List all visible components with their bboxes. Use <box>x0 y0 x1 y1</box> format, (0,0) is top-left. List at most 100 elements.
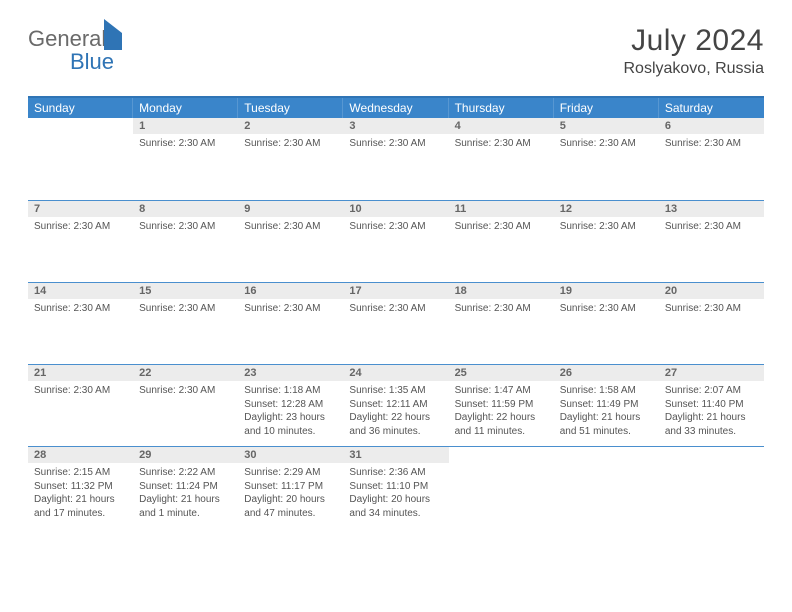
calendar-cell: 9 Sunrise: 2:30 AM <box>238 201 343 282</box>
cell-body: Sunrise: 2:30 AM <box>449 217 554 240</box>
cell-body: Sunrise: 1:35 AMSunset: 12:11 AMDaylight… <box>343 381 448 444</box>
date-number: 2 <box>238 118 343 134</box>
calendar-cell: 4Sunrise: 2:30 AM <box>449 118 554 200</box>
date-number: 10 <box>343 201 448 217</box>
cell-line: Sunset: 11:32 PM <box>34 480 127 494</box>
cell-line: Sunrise: 2:30 AM <box>244 220 337 234</box>
cell-body: Sunrise: 1:18 AMSunset: 12:28 AMDaylight… <box>238 381 343 444</box>
cell-body: Sunrise: 2:30 AM <box>133 134 238 157</box>
calendar-cell: 3Sunrise: 2:30 AM <box>343 118 448 200</box>
date-number: 4 <box>449 118 554 134</box>
calendar-cell: 13 Sunrise: 2:30 AM <box>659 201 764 282</box>
calendar-cell: 28Sunrise: 2:15 AMSunset: 11:32 PMDaylig… <box>28 447 133 528</box>
date-number: 5 <box>554 118 659 134</box>
calendar-cell: 17 Sunrise: 2:30 AM <box>343 283 448 364</box>
date-number: 14 <box>28 283 133 299</box>
month-title: July 2024 <box>624 24 765 58</box>
cell-body: Sunrise: 2:29 AMSunset: 11:17 PMDaylight… <box>238 463 343 526</box>
title-block: July 2024 Roslyakovo, Russia <box>624 24 765 78</box>
cell-body: Sunrise: 2:30 AM <box>238 299 343 322</box>
cell-line: Daylight: 23 hours and 10 minutes. <box>244 411 337 438</box>
cell-body: Sunrise: 2:36 AMSunset: 11:10 PMDaylight… <box>343 463 448 526</box>
calendar-cell: 29 Sunrise: 2:22 AMSunset: 11:24 PMDaylig… <box>133 447 238 528</box>
calendar-cell: 10Sunrise: 2:30 AM <box>343 201 448 282</box>
date-number: 31 <box>343 447 448 463</box>
date-number: 28 <box>28 447 133 463</box>
cell-body: Sunrise: 2:30 AM <box>343 299 448 322</box>
cell-body: Sunrise: 2:30 AM <box>343 134 448 157</box>
cell-body: Sunrise: 2:30 AM <box>133 381 238 404</box>
calendar-cell: 24Sunrise: 1:35 AMSunset: 12:11 AMDaylig… <box>343 365 448 446</box>
day-header-friday: Friday <box>554 98 659 118</box>
date-number: 13 <box>659 201 764 217</box>
day-header-sunday: Sunday <box>28 98 133 118</box>
cell-body: Sunrise: 1:58 AMSunset: 11:49 PMDaylight… <box>554 381 659 444</box>
date-number: 22 <box>133 365 238 381</box>
cell-line: Sunrise: 2:30 AM <box>560 220 653 234</box>
date-number: 17 <box>343 283 448 299</box>
cell-line: Sunrise: 2:30 AM <box>665 220 758 234</box>
cell-line: Sunrise: 2:30 AM <box>349 137 442 151</box>
cell-line: Sunrise: 1:18 AM <box>244 384 337 398</box>
cell-line: Sunrise: 2:30 AM <box>34 302 127 316</box>
cell-body: Sunrise: 2:30 AM <box>659 134 764 157</box>
week-row: 1Sunrise: 2:30 AM2Sunrise: 2:30 AM3Sunri… <box>28 118 764 200</box>
cell-body: Sunrise: 2:30 AM <box>133 217 238 240</box>
calendar-cell: 26Sunrise: 1:58 AMSunset: 11:49 PMDaylig… <box>554 365 659 446</box>
cell-line: Sunrise: 1:47 AM <box>455 384 548 398</box>
cell-line: Sunrise: 2:30 AM <box>665 137 758 151</box>
cell-body: Sunrise: 2:30 AM <box>238 217 343 240</box>
calendar-cell: 27Sunrise: 2:07 AMSunset: 11:40 PMDaylig… <box>659 365 764 446</box>
calendar-cell: 31Sunrise: 2:36 AMSunset: 11:10 PMDaylig… <box>343 447 448 528</box>
date-number: 21 <box>28 365 133 381</box>
day-header-tuesday: Tuesday <box>238 98 343 118</box>
cell-line: Sunset: 11:24 PM <box>139 480 232 494</box>
calendar-cell: 1Sunrise: 2:30 AM <box>133 118 238 200</box>
cell-line: Daylight: 20 hours and 47 minutes. <box>244 493 337 520</box>
location: Roslyakovo, Russia <box>624 60 765 78</box>
week-row: 28Sunrise: 2:15 AMSunset: 11:32 PMDaylig… <box>28 446 764 528</box>
cell-body: Sunrise: 2:30 AM <box>28 381 133 404</box>
calendar-cell: 20Sunrise: 2:30 AM <box>659 283 764 364</box>
date-number: 1 <box>133 118 238 134</box>
cell-line: Daylight: 21 hours and 17 minutes. <box>34 493 127 520</box>
date-number: 25 <box>449 365 554 381</box>
week-row: 14Sunrise: 2:30 AM15Sunrise: 2:30 AM16Su… <box>28 282 764 364</box>
cell-body: Sunrise: 2:30 AM <box>133 299 238 322</box>
cell-body: Sunrise: 2:30 AM <box>554 134 659 157</box>
cell-line: Sunrise: 2:30 AM <box>455 220 548 234</box>
cell-line: Sunset: 11:59 PM <box>455 398 548 412</box>
cell-line: Sunset: 11:17 PM <box>244 480 337 494</box>
calendar-cell: 21 Sunrise: 2:30 AM <box>28 365 133 446</box>
calendar-cell: 7Sunrise: 2:30 AM <box>28 201 133 282</box>
day-header-row: SundayMondayTuesdayWednesdayThursdayFrid… <box>28 98 764 118</box>
cell-line: Sunrise: 2:30 AM <box>139 384 232 398</box>
cell-body: Sunrise: 2:30 AM <box>238 134 343 157</box>
calendar-cell: 2Sunrise: 2:30 AM <box>238 118 343 200</box>
cell-line: Sunrise: 1:35 AM <box>349 384 442 398</box>
calendar-cell <box>659 447 764 528</box>
date-number: 9 <box>238 201 343 217</box>
cell-line: Daylight: 21 hours and 1 minute. <box>139 493 232 520</box>
cell-body <box>28 134 133 143</box>
date-number: 20 <box>659 283 764 299</box>
cell-line: Sunrise: 2:36 AM <box>349 466 442 480</box>
calendar-cell: 12Sunrise: 2:30 AM <box>554 201 659 282</box>
cell-line: Sunrise: 2:30 AM <box>34 384 127 398</box>
cell-line: Sunset: 11:10 PM <box>349 480 442 494</box>
cell-line: Daylight: 22 hours and 11 minutes. <box>455 411 548 438</box>
logo-general: General <box>28 26 106 51</box>
calendar-cell: 11Sunrise: 2:30 AM <box>449 201 554 282</box>
logo-sail-icon <box>104 19 122 50</box>
cell-line: Sunrise: 2:30 AM <box>139 220 232 234</box>
calendar-cell: 23Sunrise: 1:18 AMSunset: 12:28 AMDaylig… <box>238 365 343 446</box>
cell-body: Sunrise: 2:30 AM <box>449 299 554 322</box>
calendar-cell: 14 Sunrise: 2:30 AM <box>28 283 133 364</box>
cell-body: Sunrise: 2:30 AM <box>449 134 554 157</box>
date-number: 29 <box>133 447 238 463</box>
cell-line: Daylight: 21 hours and 51 minutes. <box>560 411 653 438</box>
cell-body: Sunrise: 2:30 AM <box>28 217 133 240</box>
cell-line: Sunrise: 2:22 AM <box>139 466 232 480</box>
cell-body: Sunrise: 2:30 AM <box>28 299 133 322</box>
cell-line: Sunrise: 2:30 AM <box>349 302 442 316</box>
